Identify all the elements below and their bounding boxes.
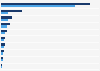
Bar: [1, 5, 74, 7]
Bar: [1, 66, 2, 68]
Bar: [1, 16, 12, 19]
Bar: [1, 37, 5, 39]
Bar: [1, 39, 4, 41]
Bar: [1, 52, 3, 55]
Bar: [1, 25, 6, 28]
Bar: [1, 32, 5, 34]
Bar: [1, 64, 2, 66]
Bar: [1, 3, 90, 5]
Bar: [1, 59, 3, 61]
Bar: [1, 10, 22, 12]
Bar: [1, 23, 10, 25]
Bar: [1, 43, 5, 46]
Bar: [1, 57, 3, 59]
Bar: [1, 50, 4, 52]
Bar: [1, 12, 8, 14]
Bar: [1, 30, 6, 32]
Bar: [1, 46, 4, 48]
Bar: [1, 19, 8, 21]
